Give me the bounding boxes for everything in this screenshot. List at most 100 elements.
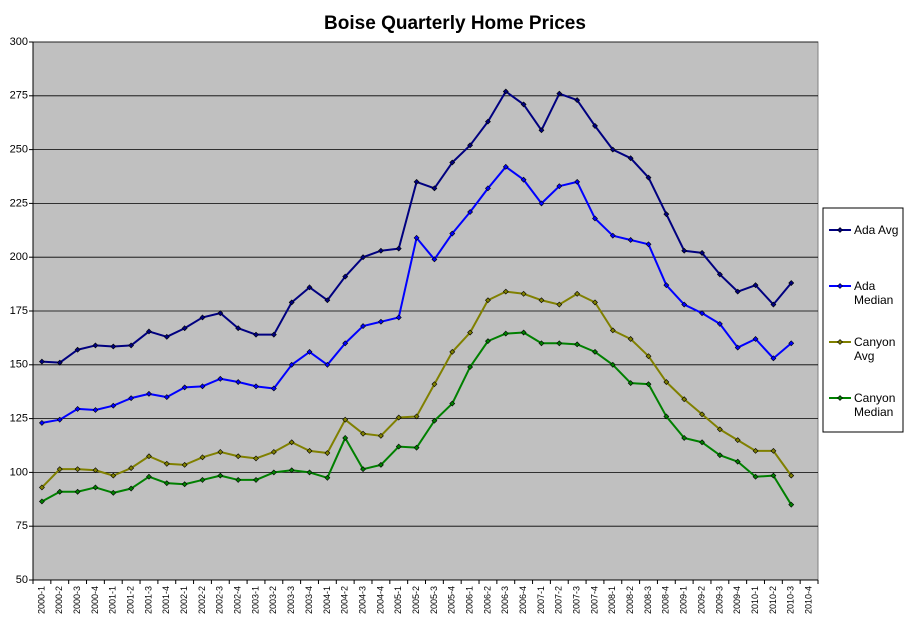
x-tick-label: 2010-4 xyxy=(803,586,813,614)
x-tick-label: 2007-4 xyxy=(589,586,599,614)
marker xyxy=(716,426,723,433)
x-tick-label: 2010-2 xyxy=(768,586,778,614)
marker xyxy=(128,465,135,472)
marker xyxy=(146,473,152,480)
marker xyxy=(181,384,188,391)
legend-label-box: Ada Median xyxy=(854,279,893,307)
marker xyxy=(609,361,616,368)
marker xyxy=(502,163,509,170)
marker xyxy=(467,209,474,215)
marker xyxy=(128,395,135,402)
marker xyxy=(431,381,438,388)
y-tick-label: 75 xyxy=(16,520,28,532)
marker xyxy=(253,383,259,390)
marker xyxy=(752,282,759,289)
marker xyxy=(74,488,81,495)
legend-marker xyxy=(837,339,843,345)
marker xyxy=(181,325,188,332)
y-tick-label: 200 xyxy=(10,251,28,263)
marker xyxy=(253,331,259,338)
marker xyxy=(645,353,652,360)
marker xyxy=(734,458,741,465)
marker xyxy=(663,413,670,420)
marker xyxy=(360,254,366,261)
marker xyxy=(74,405,81,412)
marker xyxy=(627,155,634,162)
marker xyxy=(752,473,759,480)
marker xyxy=(485,297,491,304)
x-tick-label: 2001-4 xyxy=(161,586,171,614)
x-tick-label: 2002-4 xyxy=(233,586,243,614)
marker xyxy=(467,364,474,370)
marker xyxy=(520,329,527,336)
marker xyxy=(681,396,688,403)
marker xyxy=(217,310,224,317)
marker xyxy=(181,481,188,488)
legend-label: Canyon Median xyxy=(854,391,896,419)
x-tick-label: 2006-4 xyxy=(518,586,528,614)
marker xyxy=(235,379,242,385)
marker xyxy=(38,419,45,426)
legend-marker xyxy=(837,395,843,401)
marker xyxy=(788,280,795,286)
marker xyxy=(74,346,81,353)
marker xyxy=(716,452,723,459)
marker xyxy=(377,432,384,439)
marker xyxy=(110,472,117,479)
marker xyxy=(163,480,170,487)
marker xyxy=(270,469,277,476)
marker xyxy=(788,472,795,479)
x-tick-label: 2006-1 xyxy=(464,586,474,614)
x-tick-label: 2009-2 xyxy=(696,586,706,614)
marker xyxy=(770,355,777,362)
marker xyxy=(181,461,188,468)
x-tick-label: 2008-1 xyxy=(607,586,617,614)
marker xyxy=(627,336,634,342)
marker xyxy=(502,88,509,95)
x-tick-label: 2003-1 xyxy=(250,586,260,614)
marker xyxy=(163,394,170,401)
marker xyxy=(556,301,563,308)
marker xyxy=(217,375,224,382)
x-tick-label: 2000-2 xyxy=(54,586,64,614)
marker xyxy=(56,466,63,473)
marker xyxy=(395,443,402,450)
marker xyxy=(592,215,598,222)
legend-marker xyxy=(837,283,843,289)
marker xyxy=(609,327,616,334)
legend-label-box: Canyon Median xyxy=(854,391,896,419)
marker xyxy=(288,299,295,306)
y-tick-label: 250 xyxy=(10,144,28,156)
marker xyxy=(360,430,366,437)
marker xyxy=(556,183,563,190)
marker xyxy=(217,449,224,455)
marker xyxy=(306,284,313,291)
x-tick-label: 2003-2 xyxy=(268,586,278,614)
marker xyxy=(270,385,277,392)
marker xyxy=(56,488,63,495)
marker xyxy=(520,176,527,183)
marker xyxy=(431,256,438,263)
marker xyxy=(592,348,598,355)
marker xyxy=(663,379,670,385)
marker xyxy=(645,174,652,181)
marker xyxy=(324,474,331,481)
marker xyxy=(342,273,349,280)
marker xyxy=(485,185,491,192)
y-tick-label: 50 xyxy=(16,574,28,586)
marker xyxy=(110,343,117,350)
marker xyxy=(110,489,117,496)
marker xyxy=(146,328,152,335)
x-tick-label: 2008-3 xyxy=(643,586,653,614)
x-tick-label: 2000-3 xyxy=(72,586,82,614)
marker xyxy=(163,333,170,340)
marker xyxy=(324,297,331,304)
marker xyxy=(770,472,777,479)
marker xyxy=(92,342,99,349)
marker xyxy=(146,390,152,397)
marker xyxy=(449,230,456,237)
x-tick-label: 2004-2 xyxy=(340,586,350,614)
x-tick-label: 2005-4 xyxy=(447,586,457,614)
marker xyxy=(734,288,741,295)
